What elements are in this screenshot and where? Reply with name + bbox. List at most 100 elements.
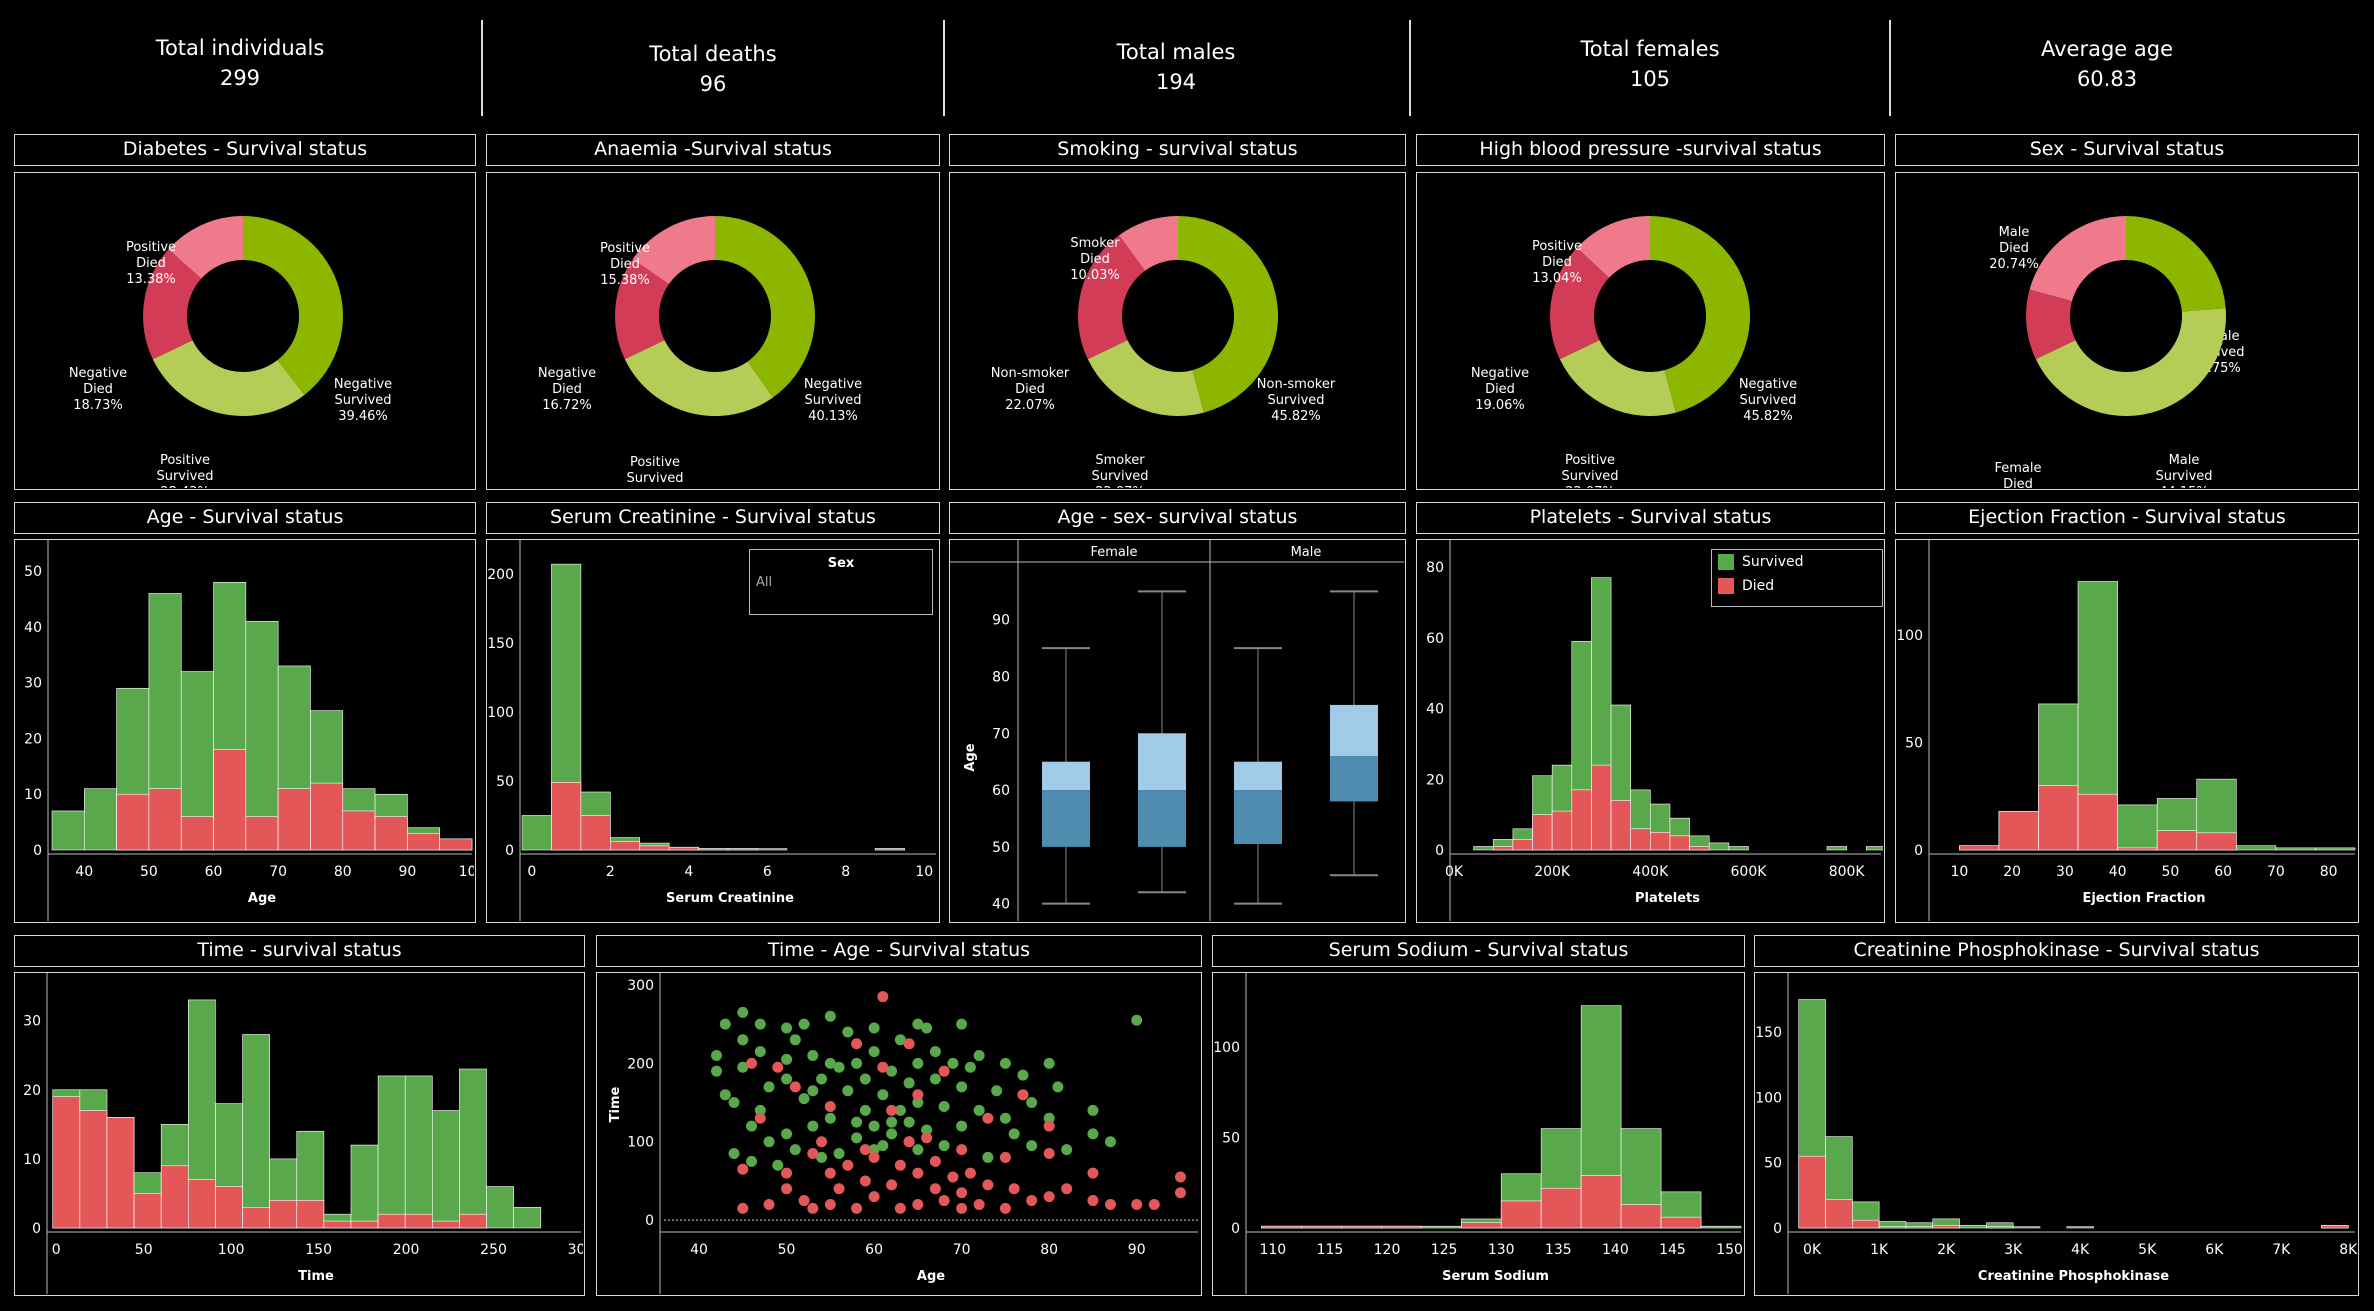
bar-survived xyxy=(1708,842,1730,851)
y-tick-label: 50 xyxy=(1764,1156,1782,1172)
slice-label: PositiveSurvived22.07% xyxy=(1561,453,1618,488)
y-tick-label: 0 xyxy=(33,843,42,859)
y-tick-label: 0 xyxy=(1773,1221,1782,1237)
time-age-scatter: 0 100 200 300 40 50 60 70 80 90 Age Time xyxy=(608,973,1198,1294)
point-survived xyxy=(912,1018,924,1030)
point-died xyxy=(903,1136,915,1148)
bar-died xyxy=(698,848,729,851)
sex-donut-chart: FemaleSurvived23.75%MaleSurvived44.15%Fe… xyxy=(1989,216,2245,508)
slice-label: Negative Died 18.73% xyxy=(69,366,127,413)
bar-died xyxy=(404,1213,433,1229)
bar-died xyxy=(180,816,214,851)
x-tick-label: 80 xyxy=(1040,1242,1058,1258)
pie-slice xyxy=(2029,216,2126,302)
x-axis-title: Serum Creatinine xyxy=(666,891,794,906)
y-tick-label: 60 xyxy=(992,783,1010,799)
point-survived xyxy=(728,1148,740,1160)
x-axis-title: Platelets xyxy=(1635,891,1700,906)
y-tick-label: 20 xyxy=(23,1083,41,1099)
x-tick-label: 145 xyxy=(1659,1242,1686,1258)
bar-died xyxy=(148,788,182,851)
point-died xyxy=(1026,1195,1038,1207)
x-tick-label: 100 xyxy=(459,864,474,880)
chart-title-smoking: Smoking - survival status xyxy=(949,134,1406,166)
bar-died xyxy=(2321,1225,2349,1229)
survival-legend: Survived Died xyxy=(1711,549,1883,607)
bar-died xyxy=(1878,1226,1907,1229)
x-tick-label: 200 xyxy=(393,1242,420,1258)
legend-item-survived[interactable]: Survived xyxy=(1712,550,1882,574)
bar-died xyxy=(133,1193,162,1229)
y-tick-label: 60 xyxy=(1426,631,1444,647)
point-died xyxy=(772,1061,784,1073)
bar-survived xyxy=(51,810,85,851)
point-died xyxy=(912,1198,924,1210)
bar-died xyxy=(580,815,611,851)
x-axis-title: Age xyxy=(917,1269,945,1284)
pie-slice xyxy=(1178,216,1278,413)
point-survived xyxy=(746,1120,758,1132)
point-survived xyxy=(824,1112,836,1124)
point-survived xyxy=(763,1081,775,1093)
y-tick-label: 200 xyxy=(487,567,514,583)
x-tick-label: 130 xyxy=(1488,1242,1515,1258)
bar-died xyxy=(1825,1198,1853,1229)
x-tick-label: 100 xyxy=(218,1242,245,1258)
kpi-divider xyxy=(1409,20,1411,116)
pie-slice xyxy=(624,340,774,416)
bar-died xyxy=(407,832,440,851)
point-died xyxy=(1061,1183,1073,1195)
y-tick-label: 30 xyxy=(23,1014,41,1030)
bar-died xyxy=(1798,1155,1826,1229)
bar-died xyxy=(1591,764,1612,851)
point-died xyxy=(1148,1198,1160,1210)
bar-died xyxy=(188,1179,216,1229)
x-tick-label: 60 xyxy=(2214,864,2232,880)
x-tick-label: 70 xyxy=(2267,864,2285,880)
y-tick-label: 20 xyxy=(24,731,42,747)
point-died xyxy=(973,1198,985,1210)
x-tick-label: 135 xyxy=(1545,1242,1572,1258)
sex-filter[interactable]: Sex All xyxy=(749,549,933,615)
bar-survived xyxy=(486,1186,514,1229)
slice-label: Negative Died 16.72% xyxy=(538,366,596,413)
point-survived xyxy=(1008,1128,1020,1140)
slice-label: Positive Died 13.38% xyxy=(126,240,176,287)
point-survived xyxy=(711,1049,723,1061)
x-tick-label: 70 xyxy=(269,864,287,880)
point-survived xyxy=(886,1065,898,1077)
x-tick-label: 150 xyxy=(305,1242,332,1258)
point-survived xyxy=(868,1022,880,1034)
filter-value[interactable]: All xyxy=(756,575,773,590)
bar-died xyxy=(245,816,279,851)
box-upper xyxy=(1330,704,1378,757)
panel-header: Female xyxy=(1090,545,1137,560)
bar-died xyxy=(1532,814,1553,851)
box-lower xyxy=(1042,790,1090,847)
point-died xyxy=(894,1159,906,1171)
chart-title-ef: Ejection Fraction - Survival status xyxy=(1895,502,2359,534)
x-tick-label: 40 xyxy=(2109,864,2127,880)
bar-died xyxy=(1689,846,1710,851)
y-tick-label: 0 xyxy=(1231,1221,1240,1237)
point-survived xyxy=(991,1085,1003,1097)
point-survived xyxy=(859,1104,871,1116)
point-died xyxy=(921,1132,933,1144)
point-died xyxy=(877,991,889,1003)
point-died xyxy=(938,1065,950,1077)
x-tick-label: 7K xyxy=(2272,1242,2291,1258)
y-tick-label: 100 xyxy=(1755,1090,1782,1106)
box-lower xyxy=(1330,756,1378,802)
bar-died xyxy=(2038,785,2079,851)
legend-item-died[interactable]: Died xyxy=(1712,574,1882,598)
bar-died xyxy=(1932,1225,1960,1229)
y-tick-label: 300 xyxy=(627,978,654,994)
x-tick-label: 40 xyxy=(690,1242,708,1258)
point-survived xyxy=(781,1128,793,1140)
slice-label: FemaleDied11.37% xyxy=(1993,461,2043,488)
kpi-label: Total males xyxy=(1116,40,1236,64)
y-tick-label: 100 xyxy=(487,705,514,721)
